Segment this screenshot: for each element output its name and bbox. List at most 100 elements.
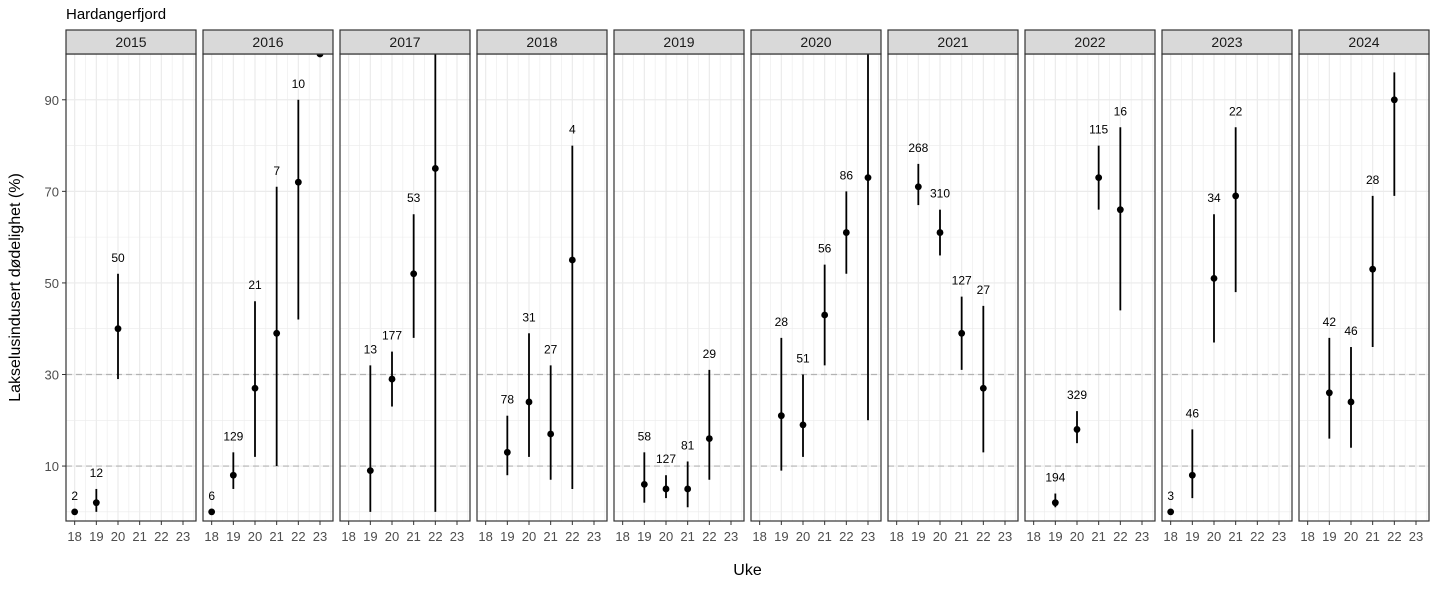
x-tick-label: 18 [67,529,81,544]
x-tick-label: 20 [933,529,947,544]
x-tick-label: 19 [1322,529,1336,544]
facet-strip [202,29,334,55]
data-point-2021-w22 [979,384,987,392]
data-label-2020-w21: 56 [818,242,832,256]
data-point-2016-w19 [229,471,237,479]
y-axis-label: Lakselusindusert dødelighet (%) [7,173,24,402]
data-label-2020-w22: 86 [840,168,854,182]
data-label-2019-w22: 29 [703,347,717,361]
facet-2019: 58 127 81 29 2019 18 19 20 21 22 23 [613,29,745,544]
data-label-2018-w20: 31 [522,310,536,324]
facet-strip-label: 2018 [526,34,557,50]
data-label-2015-w20: 50 [111,251,125,265]
facet-2015: 2 12 50 2015 18 19 20 21 22 23 [65,29,197,544]
data-point-2018-w21 [547,430,555,438]
x-tick-label: 23 [450,529,464,544]
x-tick-label: 21 [1228,529,1242,544]
data-point-2024-w21 [1369,265,1377,273]
data-point-2023-w19 [1188,471,1196,479]
panel-background [66,54,196,521]
x-tick-label: 22 [1387,529,1401,544]
data-point-2015-w19 [92,499,100,507]
facet-strip [1024,29,1156,55]
data-label-2015-w18: 2 [71,489,78,503]
data-point-2020-w20 [799,421,807,429]
x-tick-label: 20 [1207,529,1221,544]
x-tick-label: 23 [1409,529,1423,544]
x-tick-label: 19 [637,529,651,544]
panel-background [1162,54,1292,521]
data-label-2016-w18: 6 [208,489,215,503]
panel-background [751,54,881,521]
data-label-2016-w20: 21 [248,278,262,292]
data-label-2019-w19: 58 [638,429,652,443]
x-tick-label: 21 [406,529,420,544]
data-label-2023-w18: 3 [1167,489,1174,503]
x-tick-label: 21 [817,529,831,544]
data-point-2020-w19 [777,412,785,420]
x-tick-label: 19 [911,529,925,544]
x-tick-label: 18 [1300,529,1314,544]
x-tick-label: 18 [1026,529,1040,544]
data-label-2019-w20: 127 [656,452,676,466]
data-label-2022-w19: 194 [1045,471,1065,485]
x-tick-label: 23 [724,529,738,544]
facet-strip [476,29,608,55]
facet-strip-label: 2022 [1074,34,1105,50]
facet-strip [750,29,882,55]
data-point-2022-w22 [1116,206,1124,214]
x-tick-label: 23 [176,529,190,544]
x-tick-label: 22 [428,529,442,544]
data-label-2018-w21: 27 [544,342,558,356]
data-label-2017-w19: 13 [364,342,378,356]
x-tick-label: 23 [1272,529,1286,544]
panel-background [477,54,607,521]
data-point-2020-w21 [821,311,829,319]
facet-strip-label: 2015 [115,34,146,50]
data-label-2021-w22: 27 [977,283,991,297]
facet-strip [1161,29,1293,55]
x-tick-label: 18 [204,529,218,544]
x-tick-label: 19 [226,529,240,544]
facet-strip-label: 2019 [663,34,694,50]
x-tick-label: 18 [478,529,492,544]
y-tick-label: 70 [45,184,59,199]
facet-strip [339,29,471,55]
x-tick-label: 22 [702,529,716,544]
x-tick-label: 20 [659,529,673,544]
facet-strip [1298,29,1430,55]
data-point-2022-w20 [1073,426,1081,433]
data-point-2015-w18 [71,508,79,516]
x-tick-label: 19 [1048,529,1062,544]
data-label-2018-w19: 78 [501,393,515,407]
y-tick-label: 10 [45,459,59,474]
x-tick-label: 21 [680,529,694,544]
x-tick-label: 18 [889,529,903,544]
facet-strip-label: 2020 [800,34,831,50]
data-label-2022-w20: 329 [1067,388,1087,402]
data-point-2024-w19 [1325,389,1333,397]
x-tick-label: 18 [1163,529,1177,544]
data-point-2021-w21 [958,329,966,337]
data-label-2024-w19: 42 [1323,315,1337,329]
data-point-2023-w20 [1210,274,1218,282]
data-point-2022-w21 [1095,174,1103,182]
data-label-2022-w22: 16 [1114,104,1128,118]
facet-strip-label: 2016 [252,34,283,50]
x-tick-label: 22 [291,529,305,544]
data-label-2021-w21: 127 [952,274,972,288]
x-tick-label: 19 [89,529,103,544]
data-point-2017-w21 [410,270,418,278]
facet-2023: 3 46 34 22 2023 18 19 20 21 22 23 [1161,29,1293,544]
data-point-2020-w23 [864,174,872,182]
panel-background [203,54,333,521]
facet-2017: 13 177 53 2017 18 19 20 21 22 23 [339,29,471,544]
data-label-2015-w19: 12 [90,466,104,480]
x-tick-label: 20 [111,529,125,544]
panel-background [888,54,1018,521]
facet-strip-label: 2017 [389,34,420,50]
x-tick-label: 18 [752,529,766,544]
data-label-2023-w20: 34 [1207,191,1221,205]
facet-2024: 42 46 28 2024 18 19 20 21 22 23 [1298,29,1430,544]
